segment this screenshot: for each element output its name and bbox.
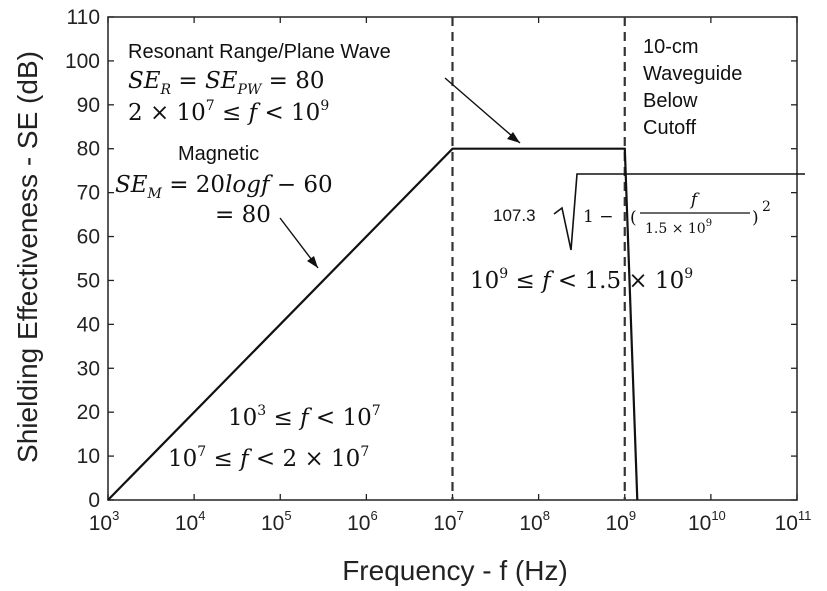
resonant-arrow-head xyxy=(507,132,520,143)
series-line xyxy=(107,147,639,501)
x-tick-labels: 103 104 105 106 107 108 109 1010 1011 xyxy=(89,508,812,535)
x-tick-label: 1011 xyxy=(775,508,812,535)
range-low-2: 107 ≤ f < 2 × 107 xyxy=(168,444,369,472)
y-tick-label: 0 xyxy=(88,489,100,512)
resonant-range: 2 × 107 ≤ f < 109 xyxy=(128,98,329,126)
magnetic-title: Magnetic xyxy=(178,143,259,165)
waveguide-lparen: ( xyxy=(630,208,637,228)
waveguide-rparen: ) xyxy=(752,208,759,228)
waveguide-coefficient: 107.3 xyxy=(493,206,536,225)
range-low-1: 103 ≤ f < 107 xyxy=(228,403,381,431)
x-axis-title: Frequency - f (Hz) xyxy=(342,555,568,586)
x-tick-label: 105 xyxy=(261,508,292,535)
magnetic-arrow-head xyxy=(307,256,318,268)
y-tick-label: 100 xyxy=(65,50,100,73)
resonant-title: Resonant Range/Plane Wave xyxy=(128,41,391,63)
magnetic-equation: SEM = 20logf − 60 xyxy=(115,172,333,202)
series-group xyxy=(107,147,639,501)
waveguide-one-minus: 1 − xyxy=(583,207,613,227)
cutoff-lines xyxy=(451,17,626,500)
waveguide-range: 109 ≤ f < 1.5 × 109 xyxy=(470,266,693,294)
y-tick-label: 50 xyxy=(77,269,100,292)
waveguide-square: 2 xyxy=(762,199,771,215)
x-tick-label: 108 xyxy=(519,508,550,535)
waveguide-label-4: Cutoff xyxy=(643,117,696,139)
waveguide-fraction-den: 1.5 × 109 xyxy=(645,218,712,237)
y-tick-label: 110 xyxy=(67,6,100,29)
y-tick-label: 30 xyxy=(77,357,100,380)
y-tick-label: 90 xyxy=(77,94,100,117)
sqrt-radical xyxy=(553,173,805,251)
waveguide-label-2: Waveguide xyxy=(643,63,742,85)
x-tick-label: 104 xyxy=(175,508,206,535)
x-tick-label: 109 xyxy=(605,508,636,535)
waveguide-label-3: Below xyxy=(643,90,698,112)
resonant-equation: SER = SEPW = 80 xyxy=(128,68,325,98)
x-tick-label: 1010 xyxy=(688,508,726,535)
y-tick-label: 40 xyxy=(77,313,100,336)
x-tick-label: 106 xyxy=(347,508,378,535)
resonant-arrow-line xyxy=(444,77,521,144)
x-tick-label: 107 xyxy=(433,508,464,535)
y-tick-label: 20 xyxy=(77,401,100,424)
y-tick-label: 80 xyxy=(77,138,100,161)
y-tick-label: 60 xyxy=(77,226,100,249)
y-axis-title: Shielding Effectiveness - SE (dB) xyxy=(12,51,43,463)
y-tick-label: 10 xyxy=(77,445,100,468)
y-tick-labels: 0 10 20 30 40 50 60 70 80 90 100 110 xyxy=(65,6,100,512)
waveguide-label-1: 10-cm xyxy=(643,36,699,58)
y-tick-label: 70 xyxy=(77,182,100,205)
x-tick-label: 103 xyxy=(89,508,120,535)
waveguide-fraction-num: f xyxy=(689,190,700,210)
magnetic-equation-2: = 80 xyxy=(215,202,271,228)
